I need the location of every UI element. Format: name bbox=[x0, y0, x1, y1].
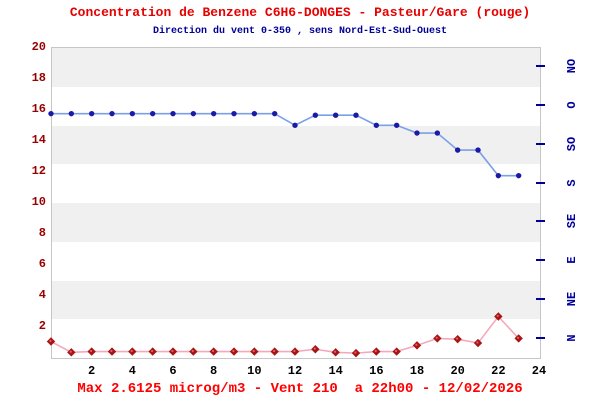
benzene-point-highlight bbox=[150, 349, 154, 353]
x-axis-tick-label: 8 bbox=[210, 364, 218, 378]
wind-direction-point bbox=[68, 110, 75, 117]
benzene-point-highlight bbox=[415, 343, 418, 346]
wind-direction-point bbox=[353, 112, 359, 118]
benzene-point-highlight bbox=[69, 350, 72, 353]
left-axis-tick-label: 20 bbox=[31, 40, 46, 54]
x-axis-tick-label: 18 bbox=[409, 364, 425, 378]
wind-direction-point bbox=[495, 172, 502, 179]
benzene-point-highlight bbox=[252, 349, 255, 353]
x-axis-tick-label: 6 bbox=[169, 364, 177, 378]
benzene-point-highlight bbox=[455, 337, 459, 340]
x-axis-tick-label: 22 bbox=[491, 364, 506, 378]
benzene-point-highlight bbox=[232, 349, 235, 353]
left-axis-tick-label: 12 bbox=[31, 164, 46, 178]
benzene-point-highlight bbox=[272, 349, 276, 353]
direction-band bbox=[52, 164, 540, 203]
left-axis-tick-label: 10 bbox=[31, 195, 46, 209]
benzene-line bbox=[50, 315, 520, 354]
direction-band bbox=[52, 280, 540, 320]
benzene-point-highlight bbox=[476, 341, 479, 344]
left-axis-tick-label: 16 bbox=[31, 102, 46, 116]
benzene-point-highlight bbox=[211, 349, 215, 353]
wind-direction-point bbox=[475, 147, 481, 153]
benzene-point-highlight bbox=[496, 314, 499, 318]
benzene-point-highlight bbox=[435, 336, 438, 339]
left-axis-tick-label: 6 bbox=[38, 257, 46, 271]
benzene-point-highlight bbox=[49, 339, 52, 342]
left-axis-tick-label: 4 bbox=[38, 288, 46, 302]
chart-title: Concentration de Benzene C6H6-DONGES - P… bbox=[69, 5, 531, 20]
benzene-point-highlight bbox=[354, 351, 357, 354]
wind-direction-point bbox=[393, 122, 400, 128]
right-axis-tick bbox=[536, 220, 545, 223]
x-axis-tick-label: 12 bbox=[287, 364, 303, 378]
right-axis-tick bbox=[536, 259, 545, 262]
x-axis-tick-label: 14 bbox=[328, 364, 343, 378]
wind-direction-point bbox=[149, 110, 156, 117]
wind-direction-point bbox=[271, 110, 278, 117]
x-axis-tick-label: 10 bbox=[247, 364, 262, 378]
direction-band bbox=[52, 203, 540, 242]
left-axis-tick-label: 8 bbox=[38, 226, 46, 240]
direction-band bbox=[52, 125, 540, 165]
benzene-point-highlight bbox=[313, 347, 316, 350]
wind-direction-point bbox=[373, 122, 380, 128]
left-axis-tick-label: 2 bbox=[38, 319, 46, 333]
wind-direction-point bbox=[414, 130, 420, 136]
benzene-point-highlight bbox=[394, 349, 398, 353]
benzene-point-highlight bbox=[171, 349, 174, 353]
x-axis-tick-label: 16 bbox=[369, 364, 384, 378]
wind-direction-point bbox=[251, 110, 258, 117]
x-axis-tick-label: 24 bbox=[531, 364, 547, 378]
right-axis-tick bbox=[536, 181, 545, 184]
x-axis-tick-label: 4 bbox=[128, 364, 136, 378]
wind-direction-point bbox=[434, 130, 441, 136]
wind-direction-point bbox=[515, 172, 522, 179]
wind-direction-point bbox=[312, 112, 319, 118]
wind-direction-line bbox=[51, 112, 519, 177]
wind-direction-point bbox=[109, 110, 115, 117]
benzene-point-highlight bbox=[130, 349, 133, 353]
benzene-point-highlight bbox=[516, 336, 520, 339]
benzene-point-highlight bbox=[333, 350, 337, 353]
wind-direction-point bbox=[210, 110, 217, 117]
wind-direction-point bbox=[190, 110, 197, 117]
left-axis-tick-label: 18 bbox=[31, 71, 46, 85]
benzene-point-highlight bbox=[191, 349, 194, 353]
left-axis-tick-label: 14 bbox=[31, 133, 46, 147]
benzene-point-highlight bbox=[374, 349, 377, 353]
right-axis-tick bbox=[536, 297, 545, 300]
benzene-point-highlight bbox=[293, 349, 296, 353]
direction-band bbox=[52, 86, 540, 126]
x-axis-tick-label: 20 bbox=[450, 364, 465, 378]
wind-direction-point bbox=[170, 110, 176, 117]
direction-band bbox=[52, 241, 540, 281]
x-axis-tick-label: 2 bbox=[88, 364, 96, 378]
benzene-point-highlight bbox=[110, 349, 113, 353]
max-annotation: Max 2.6125 microg/m3 - Vent 210 a 22h00 … bbox=[77, 381, 523, 397]
wind-direction-point bbox=[88, 110, 95, 117]
wind-direction-point bbox=[48, 110, 54, 117]
right-axis-tick bbox=[536, 104, 545, 107]
wind-direction-point bbox=[292, 122, 298, 128]
wind-direction-point bbox=[231, 110, 237, 117]
wind-direction-point bbox=[129, 110, 136, 117]
right-axis-tick bbox=[536, 142, 545, 145]
wind-direction-point bbox=[332, 112, 339, 118]
right-axis-tick bbox=[536, 336, 545, 339]
right-axis-tick bbox=[536, 65, 545, 68]
wind-direction-point bbox=[454, 147, 461, 153]
direction-band bbox=[52, 48, 540, 87]
chart-subtitle: Direction du vent 0-350 , sens Nord-Est-… bbox=[152, 26, 448, 37]
benzene-point-highlight bbox=[89, 349, 93, 353]
